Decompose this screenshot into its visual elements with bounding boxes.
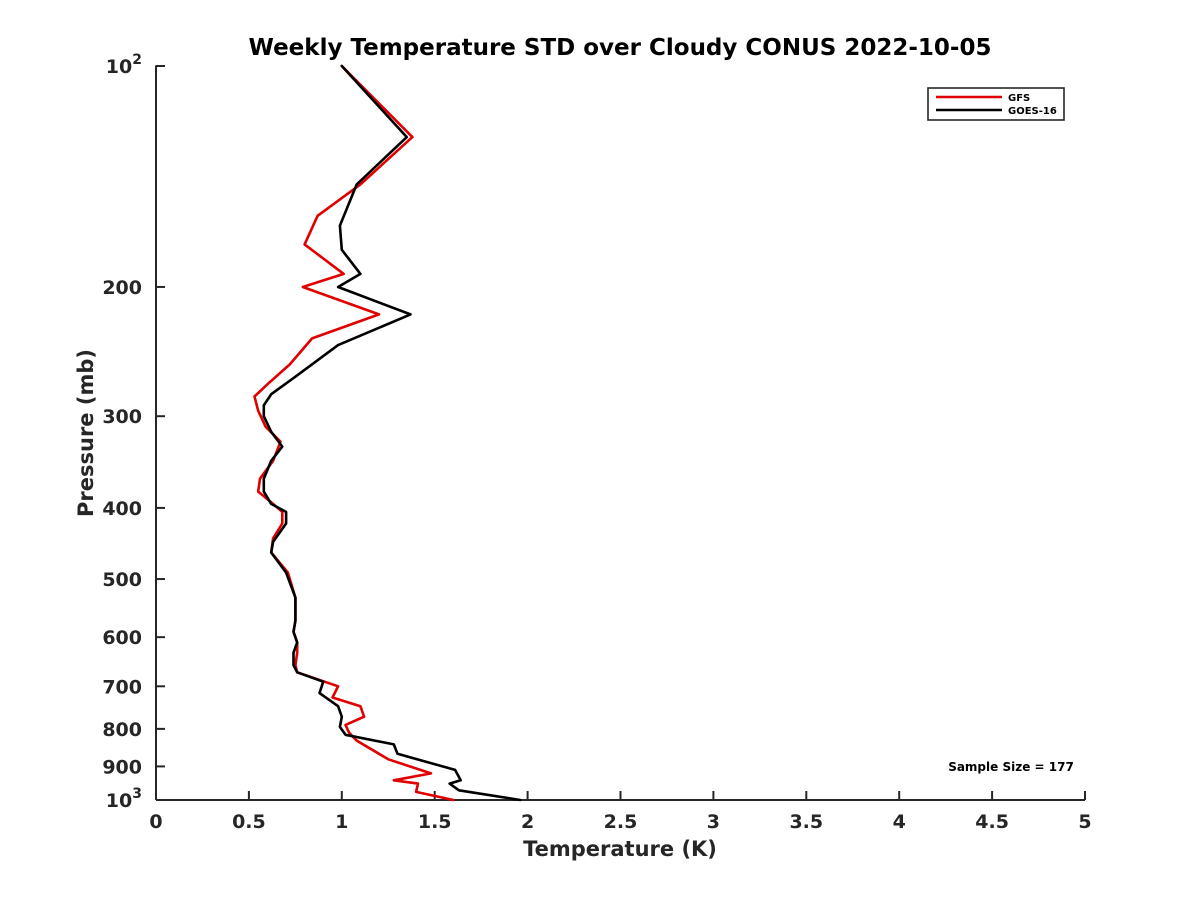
x-tick-label: 1.5 [418,811,452,833]
x-tick-label: 1 [335,811,348,833]
y-tick-label: 600 [102,627,142,649]
y-axis-title: Pressure (mb) [74,349,98,517]
legend: GFS GOES-16 [927,87,1065,121]
x-tick-label: 0.5 [232,811,266,833]
sample-size-annotation: Sample Size = 177 [948,760,1074,774]
series-line-goes-16 [262,64,522,802]
y-tick-label: 200 [102,277,142,299]
y-tick-label: 400 [102,498,142,520]
series-group [253,64,522,802]
x-axis-title: Temperature (K) [523,837,717,861]
y-tick-label: 300 [102,406,142,428]
y-tick-label: 102 [106,52,142,78]
x-tick-label: 0 [149,811,162,833]
axes: 0 0.5 1 1.5 2 2.5 3 3.5 4 4.5 5 102 200 300 400 500 600 7… [102,52,1091,833]
chart-title: Weekly Temperature STD over Cloudy CONUS… [249,35,992,61]
y-tick-label: 900 [102,756,142,778]
x-tick-label: 4.5 [975,811,1009,833]
y-tick-label: 500 [102,569,142,591]
legend-box [927,87,1065,121]
legend-label: GFS [1008,93,1030,104]
x-tick-label: 3 [707,811,720,833]
y-tick-label: 800 [102,719,142,741]
legend-label: GOES-16 [1008,106,1057,117]
x-tick-label: 2.5 [604,811,638,833]
x-tick-label: 3.5 [789,811,823,833]
x-tick-label: 4 [893,811,906,833]
x-tick-label: 5 [1078,811,1091,833]
y-tick-label: 103 [106,786,142,812]
x-tick-label: 2 [521,811,534,833]
y-tick-label: 700 [102,676,142,698]
